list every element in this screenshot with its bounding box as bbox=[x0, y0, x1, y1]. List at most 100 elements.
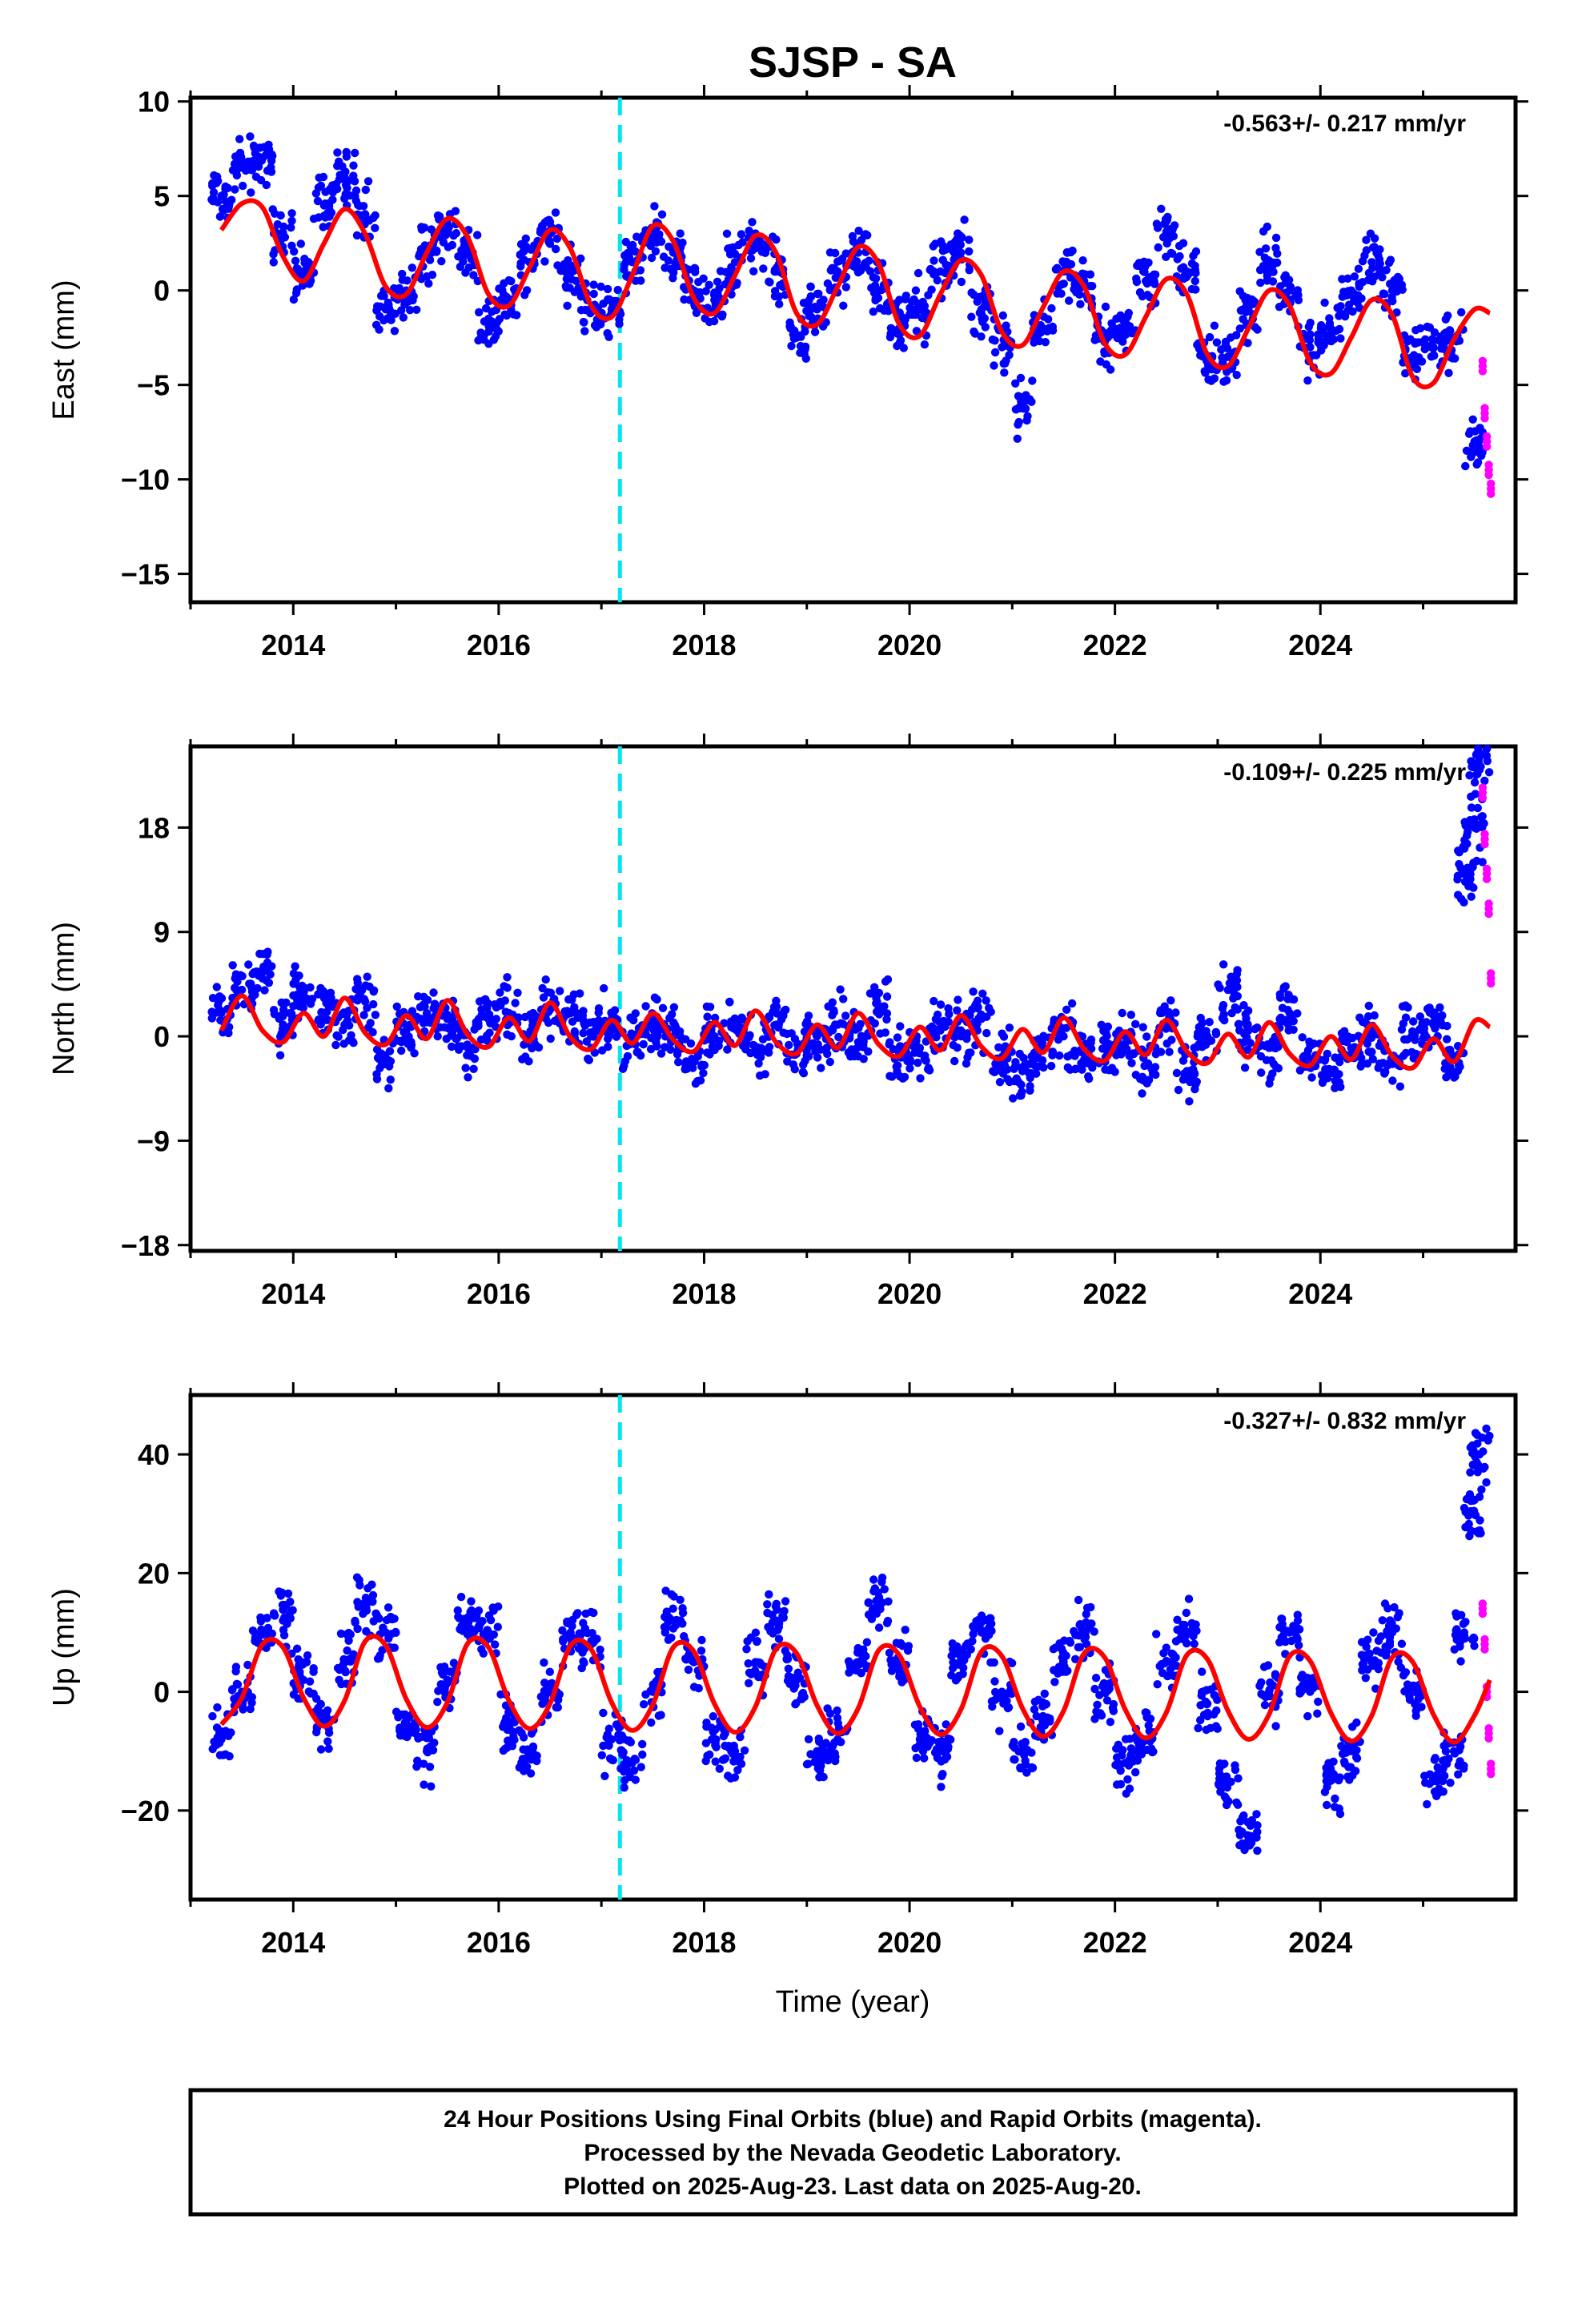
east-final-point bbox=[484, 314, 493, 324]
up-final-point bbox=[499, 1746, 508, 1755]
east-final-point bbox=[590, 321, 600, 330]
north-final-point bbox=[267, 962, 276, 971]
east-final-point bbox=[957, 277, 966, 287]
north-final-point bbox=[279, 1005, 288, 1014]
up-final-point bbox=[1032, 1711, 1041, 1721]
north-final-point bbox=[1408, 1031, 1417, 1041]
east-final-point bbox=[604, 332, 613, 341]
east-final-point bbox=[1207, 376, 1216, 385]
up-final-point bbox=[1367, 1658, 1376, 1667]
up-final-point bbox=[726, 1774, 735, 1783]
up-final-point bbox=[1093, 1700, 1102, 1709]
east-final-point bbox=[520, 291, 529, 300]
north-final-point bbox=[392, 1002, 401, 1011]
east-final-point bbox=[977, 332, 986, 341]
north-final-point bbox=[1018, 1067, 1027, 1076]
north-final-point bbox=[511, 999, 520, 1007]
east-final-point bbox=[417, 225, 426, 234]
up-final-point bbox=[600, 1771, 609, 1780]
east-final-point bbox=[1011, 379, 1020, 388]
up-final-point bbox=[341, 1667, 350, 1677]
north-final-point bbox=[504, 1008, 513, 1018]
east-final-point bbox=[1016, 373, 1026, 383]
east-final-point bbox=[1375, 263, 1384, 272]
north-final-point bbox=[566, 1008, 575, 1018]
up-final-point bbox=[1423, 1799, 1431, 1809]
north-final-point bbox=[1101, 1065, 1110, 1074]
north-final-point bbox=[454, 1042, 463, 1051]
north-final-point bbox=[1482, 744, 1492, 754]
north-final-point bbox=[386, 1076, 395, 1084]
north-final-point bbox=[1080, 1055, 1089, 1064]
east-final-point bbox=[552, 244, 560, 254]
north-final-point bbox=[291, 962, 299, 971]
east-final-point bbox=[1264, 258, 1274, 267]
up-final-point bbox=[1484, 1436, 1493, 1445]
up-final-point bbox=[1198, 1667, 1207, 1676]
up-final-point bbox=[1197, 1691, 1206, 1700]
east-final-point bbox=[710, 296, 719, 304]
north-final-point bbox=[250, 984, 259, 993]
east-final-point bbox=[1013, 434, 1022, 443]
up-final-point bbox=[869, 1575, 878, 1584]
north-final-point bbox=[910, 1048, 919, 1057]
east-final-point bbox=[371, 223, 379, 232]
east-final-point bbox=[1374, 251, 1383, 260]
up-final-point bbox=[1102, 1696, 1112, 1705]
north-final-point bbox=[658, 1003, 668, 1013]
up-final-point bbox=[1252, 1810, 1261, 1819]
up-final-point bbox=[1100, 1687, 1110, 1696]
north-final-point bbox=[1050, 1015, 1058, 1024]
east-final-point bbox=[1168, 249, 1177, 258]
east-final-point bbox=[1347, 286, 1355, 295]
east-final-point bbox=[880, 306, 889, 315]
north-final-point bbox=[469, 1064, 478, 1074]
east-final-point bbox=[911, 286, 921, 295]
north-final-point bbox=[1453, 1066, 1463, 1076]
up-final-point bbox=[292, 1644, 302, 1653]
east-final-point bbox=[269, 258, 278, 267]
north-final-point bbox=[927, 1022, 937, 1031]
east-final-point bbox=[1380, 289, 1389, 299]
up-ytick-label: 20 bbox=[138, 1557, 170, 1590]
north-final-point bbox=[568, 995, 576, 1004]
east-final-point bbox=[521, 234, 530, 243]
east-rapid-point bbox=[1478, 356, 1488, 365]
east-final-point bbox=[933, 275, 942, 285]
up-final-point bbox=[938, 1771, 946, 1780]
east-final-point bbox=[1325, 336, 1335, 345]
north-final-point bbox=[1185, 1097, 1194, 1106]
east-final-point bbox=[432, 246, 441, 255]
east-final-point bbox=[1038, 324, 1048, 333]
east-final-point bbox=[1471, 427, 1480, 436]
east-final-point bbox=[230, 159, 239, 168]
up-final-point bbox=[618, 1751, 627, 1759]
north-final-point bbox=[883, 975, 893, 984]
footer-line-1: 24 Hour Positions Using Final Orbits (bl… bbox=[444, 2106, 1262, 2133]
north-final-point bbox=[999, 1032, 1009, 1041]
east-final-point bbox=[221, 184, 230, 194]
east-final-point bbox=[1406, 335, 1415, 344]
north-final-point bbox=[1174, 1085, 1183, 1095]
east-final-point bbox=[564, 255, 572, 265]
up-final-point bbox=[1303, 1673, 1312, 1683]
north-final-point bbox=[1121, 1039, 1130, 1048]
north-final-point bbox=[1078, 1065, 1086, 1074]
east-final-point bbox=[1470, 437, 1479, 446]
east-final-point bbox=[651, 247, 661, 255]
east-final-point bbox=[631, 276, 640, 285]
up-final-point bbox=[1482, 1478, 1491, 1487]
north-final-point bbox=[228, 961, 237, 970]
north-xtick-label: 2016 bbox=[467, 1277, 531, 1310]
east-final-point bbox=[1250, 297, 1259, 307]
up-final-point bbox=[1473, 1439, 1482, 1448]
north-final-point bbox=[528, 1043, 536, 1053]
north-final-point bbox=[714, 1041, 723, 1051]
up-final-point bbox=[995, 1727, 1004, 1735]
up-final-point bbox=[231, 1667, 240, 1676]
up-final-point bbox=[1090, 1684, 1099, 1694]
north-final-point bbox=[1189, 1065, 1198, 1074]
north-final-point bbox=[231, 970, 240, 979]
